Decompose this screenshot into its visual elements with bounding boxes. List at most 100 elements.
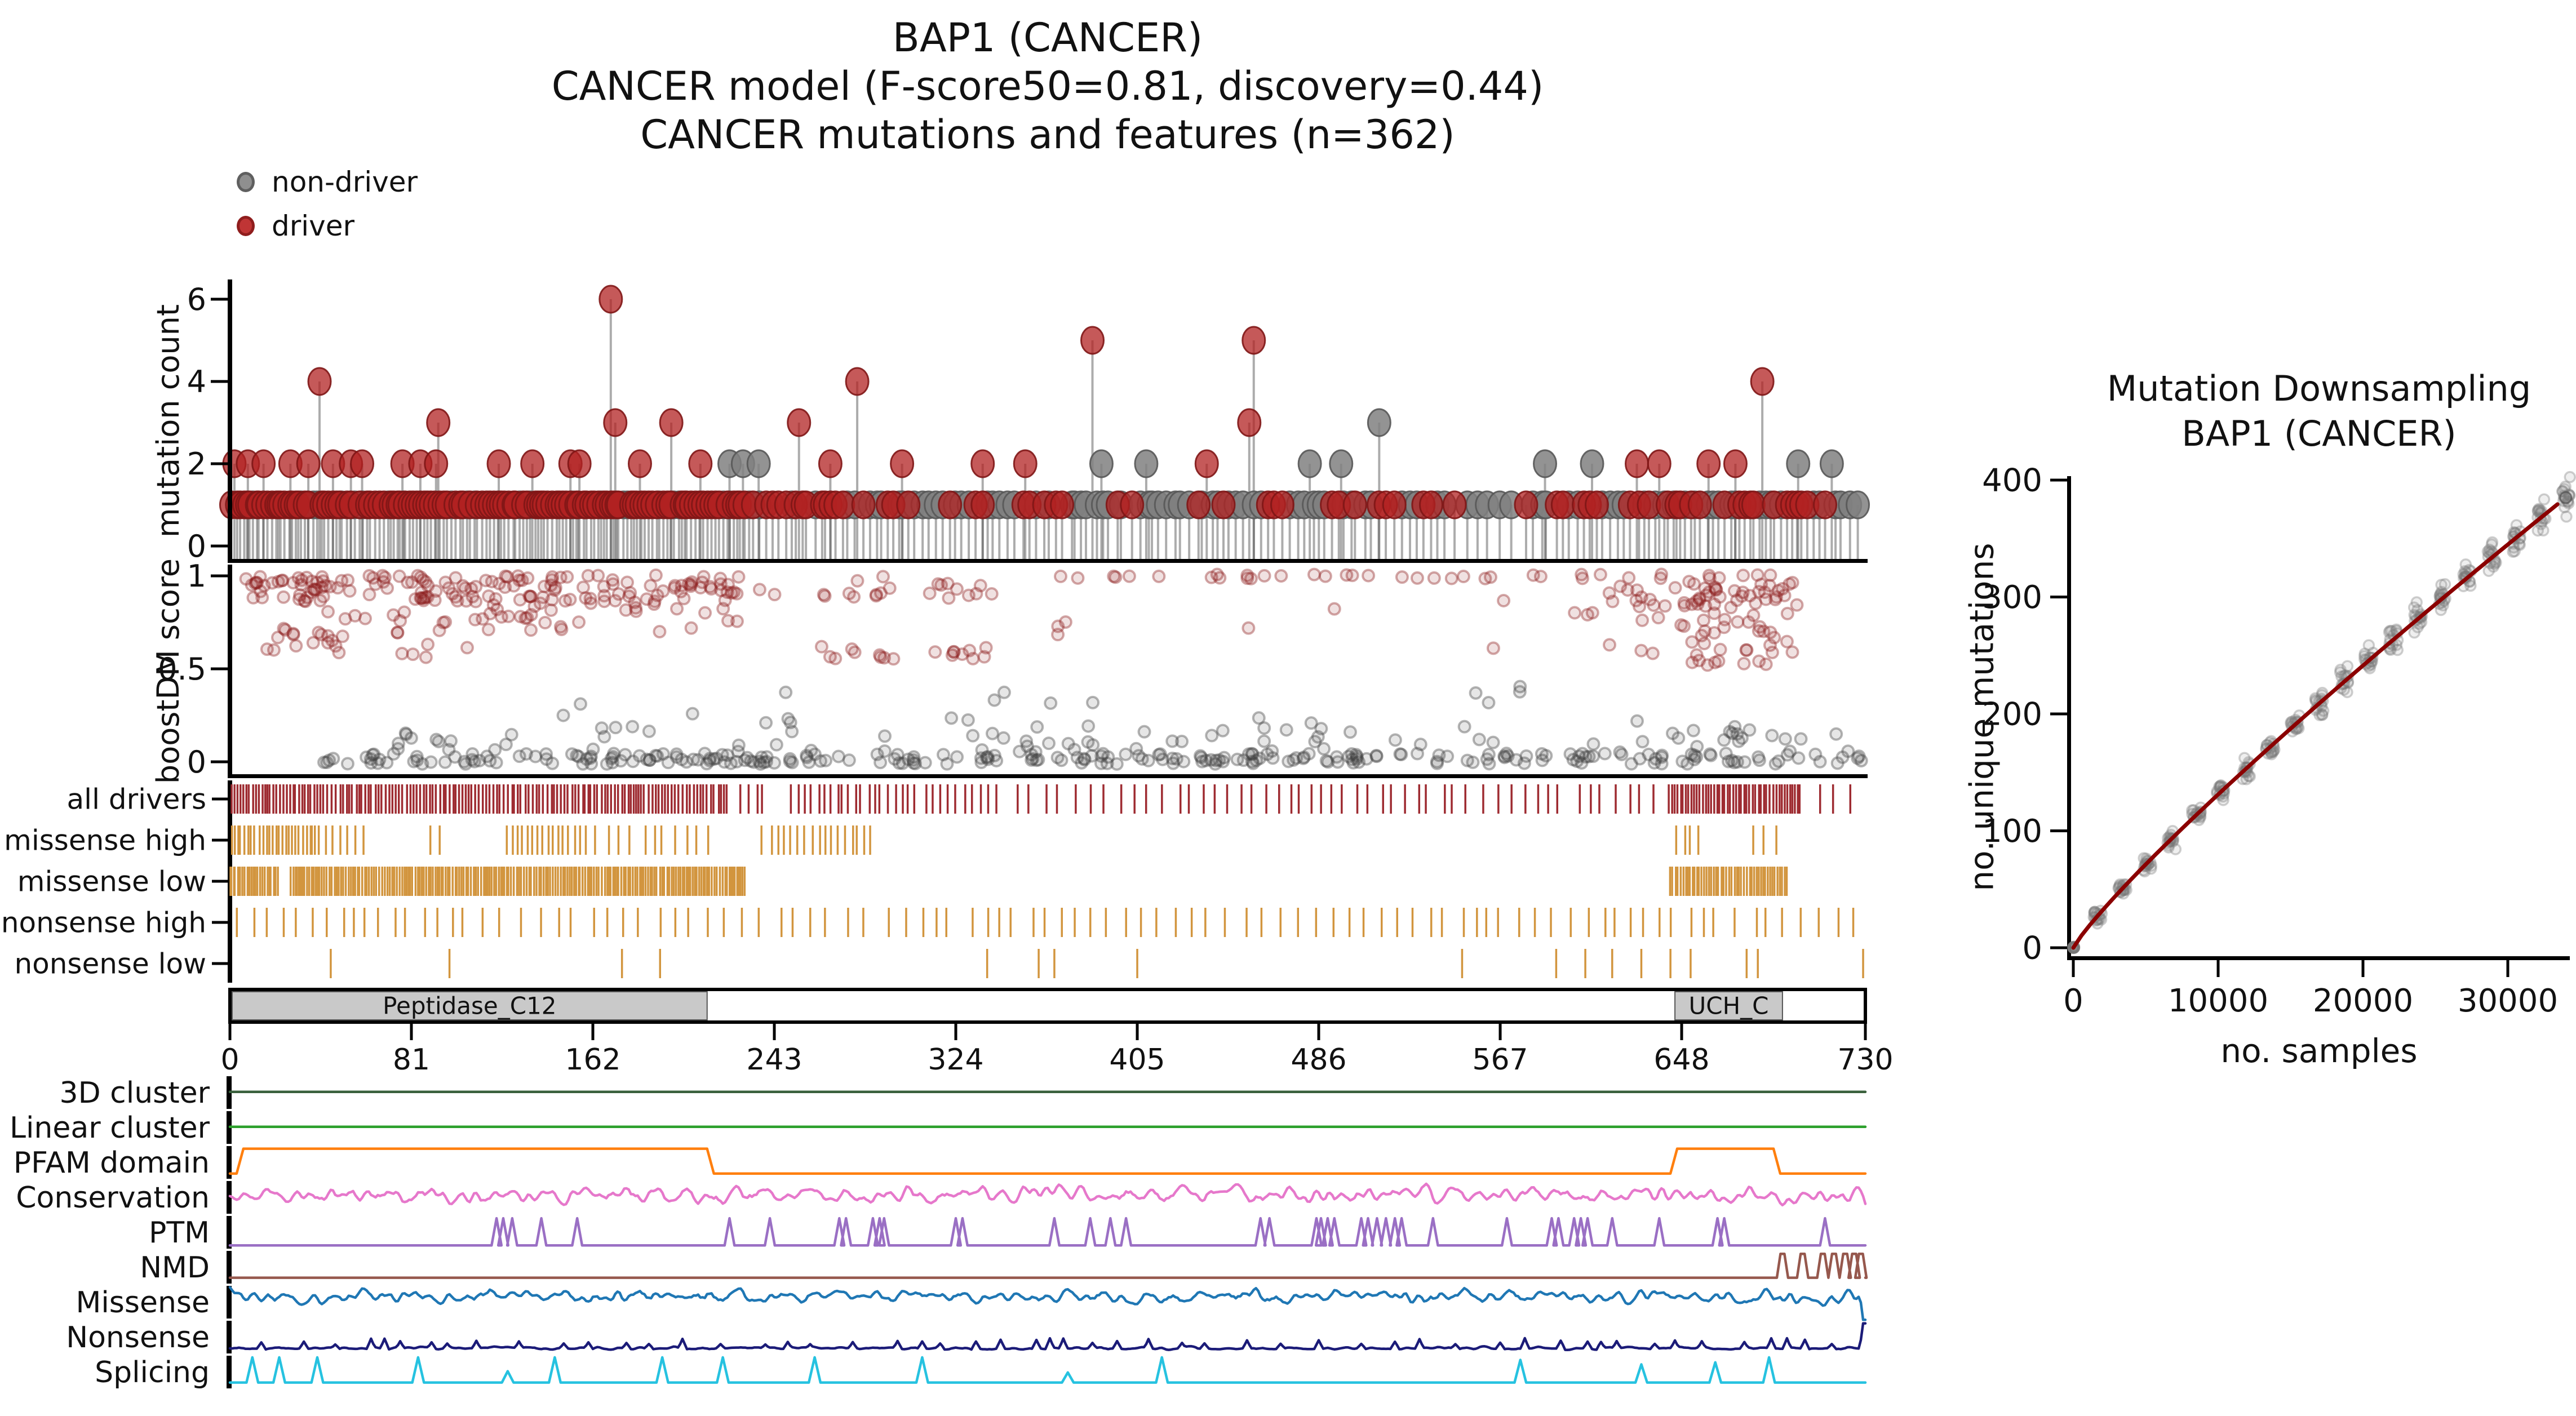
needle-ytick-label: 6: [187, 282, 206, 317]
needle-ytick: [211, 380, 228, 383]
track-label-Missense: Missense: [76, 1286, 210, 1320]
x-tick-label: 243: [746, 1043, 802, 1077]
nondriver-score-point: [472, 753, 486, 767]
boostdm-ytick: [211, 760, 228, 764]
ds-bottom-spine: [2067, 956, 2570, 960]
nondriver-score-point: [783, 716, 797, 730]
driver-score-point: [442, 581, 456, 595]
needle-ytick: [211, 462, 228, 465]
nondriver-score-point: [387, 747, 401, 761]
driver-lollipop: [818, 449, 843, 478]
needle-ytick: [211, 298, 228, 301]
nondriver-lollipop: [1819, 449, 1844, 478]
driver-score-point: [494, 610, 508, 624]
nondriver-score-point: [908, 757, 923, 771]
nondriver-score-point: [1155, 752, 1169, 766]
driver-score-point: [313, 593, 327, 607]
nondriver-score-point: [1440, 749, 1455, 764]
nondriver-score-point: [1245, 747, 1259, 761]
driver-score-point: [874, 586, 888, 600]
nondriver-score-point: [1216, 723, 1230, 738]
nondriver-score-point: [975, 743, 989, 757]
driver-score-point: [1750, 568, 1764, 582]
nondriver-score-point: [1311, 730, 1325, 744]
nondriver-score-point: [1535, 753, 1549, 767]
nondriver-score-point: [1081, 719, 1096, 733]
driver-score-point: [1767, 631, 1781, 645]
driver-score-point: [1708, 655, 1722, 669]
x-tick-label: 0: [220, 1043, 239, 1077]
nondriver-score-point: [842, 753, 856, 767]
driver-score-point: [1242, 621, 1256, 635]
driver-score-point: [674, 584, 688, 598]
ds-point: [2358, 650, 2371, 663]
nondriver-score-point: [1075, 756, 1089, 770]
driver-score-point: [668, 581, 682, 595]
driver-score-point: [1213, 571, 1227, 585]
driver-score-point: [548, 581, 562, 595]
nondriver-score-point: [1635, 735, 1650, 749]
nondriver-score-point: [1019, 734, 1034, 748]
nondriver-score-point: [1078, 752, 1092, 766]
nondriver-score-point: [1208, 757, 1222, 771]
driver-score-point: [628, 596, 642, 610]
driver-score-point: [260, 642, 274, 656]
x-tick: [410, 1022, 413, 1040]
nondriver-score-point: [322, 753, 336, 767]
driver-score-point: [670, 602, 684, 616]
ds-point: [2334, 666, 2347, 678]
rug-row-tick: [212, 838, 228, 842]
nondriver-score-point: [1582, 749, 1596, 764]
nondriver-score-point: [804, 743, 818, 757]
driver-score-point: [883, 581, 897, 595]
track-spine: [227, 1251, 232, 1284]
driver-score-point: [536, 590, 550, 604]
driver-lollipop: [598, 285, 623, 314]
driver-score-point: [520, 611, 534, 625]
driver-score-point: [817, 588, 831, 602]
driver-score-point: [1307, 567, 1321, 582]
driver-score-point: [456, 579, 470, 593]
driver-score-point: [553, 570, 567, 584]
driver-score-point: [869, 589, 883, 603]
ds-point: [2317, 704, 2330, 717]
driver-score-point: [1585, 606, 1599, 620]
nondriver-score-point: [1205, 729, 1219, 743]
ds-point: [2316, 686, 2329, 699]
nondriver-score-point: [1028, 745, 1043, 759]
driver-score-point: [1739, 643, 1753, 657]
driver-score-point: [581, 569, 595, 583]
driver-score-point: [1713, 590, 1727, 604]
nondriver-score-point: [1289, 751, 1303, 765]
driver-score-point: [465, 589, 480, 603]
nondriver-score-point: [1792, 751, 1806, 765]
driver-score-point: [397, 605, 411, 619]
nondriver-score-point: [1304, 716, 1318, 730]
nondriver-score-point: [1152, 748, 1166, 762]
driver-score-point: [814, 640, 828, 654]
driver-score-point: [1668, 581, 1682, 595]
nondriver-score-point: [892, 756, 906, 770]
driver-score-point: [1486, 641, 1500, 655]
ds-point: [2169, 843, 2182, 855]
nondriver-score-point: [685, 707, 699, 721]
nondriver-score-point: [757, 755, 771, 769]
ds-left-spine: [2067, 476, 2071, 958]
nondriver-score-point: [1835, 750, 1850, 764]
nondriver-score-point: [1350, 752, 1364, 766]
driver-lollipop: [1080, 326, 1105, 355]
nondriver-score-point: [1586, 737, 1600, 751]
ds-xtick: [2072, 960, 2075, 977]
driver-score-point: [362, 588, 376, 602]
driver-lollipop: [251, 449, 276, 478]
driver-lollipop: [1194, 449, 1219, 478]
driver-score-point: [271, 575, 285, 589]
nondriver-score-point: [1566, 753, 1580, 767]
nondriver-score-point: [1690, 750, 1704, 764]
rug-row-tick: [212, 962, 228, 965]
needle-ytick-label: 2: [187, 446, 206, 482]
boostdm-ytick-label: 0.5: [158, 651, 206, 687]
driver-score-point: [1533, 570, 1548, 584]
nondriver-score-point: [432, 734, 446, 748]
